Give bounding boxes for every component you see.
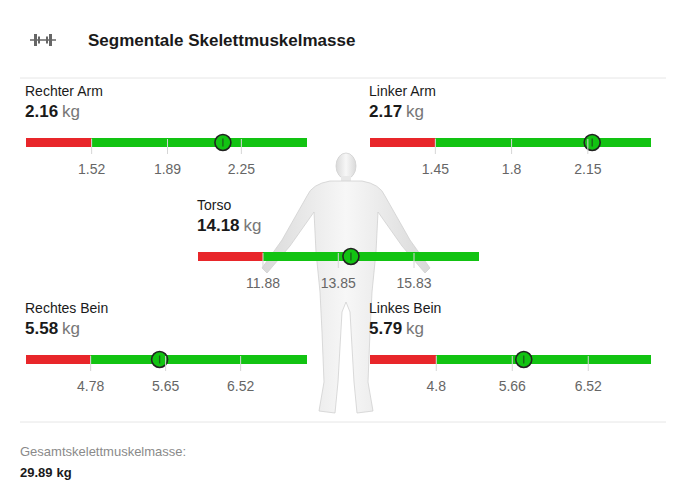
tick-mark — [90, 356, 91, 371]
tick-label: 15.83 — [396, 275, 431, 291]
tick-label: 13.85 — [321, 275, 356, 291]
marker-line — [159, 356, 160, 364]
zone-low — [26, 138, 92, 147]
segment-unit: kg — [244, 216, 262, 235]
segment-value: 5.79 — [369, 319, 402, 338]
zone-normal — [263, 252, 479, 261]
value-marker — [516, 352, 532, 368]
icon-bar — [30, 39, 56, 41]
zone-normal — [91, 355, 307, 364]
segment-unit: kg — [406, 319, 424, 338]
tick-mark — [511, 139, 512, 154]
tick-mark — [414, 253, 415, 268]
segment-gauge: Linkes Bein 5.79kg 4.8 5.66 6.52 — [369, 300, 651, 394]
segment-unit: kg — [62, 102, 80, 121]
tick-mark — [167, 139, 168, 154]
tick-label: 4.8 — [427, 378, 447, 394]
segment-value: 14.18 — [197, 216, 240, 235]
segment-gauge: Linker Arm 2.17kg 1.45 1.8 2.15 — [369, 83, 651, 177]
tick-label: 6.52 — [575, 378, 602, 394]
total-value-text: 29.89 kg — [20, 465, 72, 480]
tick-mark — [262, 253, 263, 268]
tick-label: 11.88 — [246, 275, 280, 291]
segment-gauge: Torso 14.18kg 11.88 13.85 15.83 — [197, 197, 479, 291]
tick-label: 4.78 — [77, 378, 104, 394]
value-marker — [584, 135, 600, 151]
value-marker — [343, 249, 359, 265]
segment-value-text: 5.79kg — [369, 319, 424, 338]
separator — [20, 422, 666, 423]
segment-label: Torso — [197, 197, 231, 213]
figure-head — [336, 153, 356, 179]
separator — [20, 78, 666, 79]
marker-circle — [215, 135, 231, 151]
tick-mark — [240, 356, 241, 371]
tick-mark — [436, 356, 437, 371]
marker-circle — [584, 135, 600, 151]
zone-normal — [436, 355, 651, 364]
total-label: Gesamtskelettmuskelmasse: — [20, 444, 186, 459]
segment-value: 5.58 — [25, 319, 58, 338]
tick-mark — [91, 139, 92, 154]
tick-mark — [588, 356, 589, 371]
segment-label: Rechter Arm — [25, 83, 103, 99]
tick-label: 1.45 — [422, 161, 449, 177]
tick-label: 5.66 — [499, 378, 526, 394]
segment-value-text: 5.58kg — [25, 319, 80, 338]
marker-circle — [343, 249, 359, 265]
gauge-marks — [370, 352, 651, 368]
zone-low — [370, 355, 436, 364]
icon-weight — [34, 34, 37, 46]
header-icon — [30, 34, 56, 46]
gauge-marks — [370, 135, 651, 151]
marker-line — [523, 356, 524, 364]
segment-gauge: Rechter Arm 2.16kg 1.52 1.89 2.25 — [25, 83, 307, 177]
marker-line — [222, 139, 223, 147]
segment-unit: kg — [406, 102, 424, 121]
tick-label: 6.52 — [227, 378, 254, 394]
tick-label: 1.8 — [502, 161, 522, 177]
icon-weight — [49, 34, 52, 46]
tick-label: 5.65 — [152, 378, 179, 394]
segment-value: 2.17 — [369, 102, 402, 121]
marker-circle — [516, 352, 532, 368]
tick-mark — [435, 139, 436, 154]
marker-line — [350, 253, 351, 261]
segment-value: 2.16 — [25, 102, 58, 121]
gauge-marks — [26, 352, 307, 368]
segment-value-text: 2.17kg — [369, 102, 424, 121]
segment-label: Linkes Bein — [369, 300, 441, 316]
tick-label: 2.15 — [574, 161, 601, 177]
total-unit: kg — [57, 465, 72, 480]
marker-line — [592, 139, 593, 147]
tick-mark — [165, 356, 166, 371]
segment-label: Linker Arm — [369, 83, 436, 99]
segment-label: Rechtes Bein — [25, 300, 108, 316]
icon-weight — [46, 37, 48, 44]
icon-weight — [38, 37, 40, 44]
zone-normal — [92, 138, 307, 147]
segment-value-text: 14.18kg — [197, 216, 262, 235]
tick-label: 1.52 — [78, 161, 105, 177]
title: Segmentale Skelettmuskelmasse — [88, 31, 355, 50]
total-value: 29.89 — [20, 465, 53, 480]
tick-label: 1.89 — [154, 161, 181, 177]
value-marker — [215, 135, 231, 151]
segment-unit: kg — [62, 319, 80, 338]
chart-canvas: Segmentale Skelettmuskelmasse Rechter Arm… — [0, 0, 686, 495]
tick-mark — [338, 253, 339, 268]
segment-gauge: Rechtes Bein 5.58kg 4.78 5.65 6.52 — [25, 300, 307, 394]
tick-mark — [587, 139, 588, 154]
figure-body — [262, 181, 430, 413]
tick-label: 2.25 — [228, 161, 255, 177]
gauge-marks — [26, 135, 307, 151]
tick-mark — [512, 356, 513, 371]
tick-mark — [241, 139, 242, 154]
zone-low — [370, 138, 435, 147]
zone-low — [198, 252, 263, 261]
segment-value-text: 2.16kg — [25, 102, 80, 121]
zone-low — [26, 355, 91, 364]
zone-normal — [435, 138, 651, 147]
